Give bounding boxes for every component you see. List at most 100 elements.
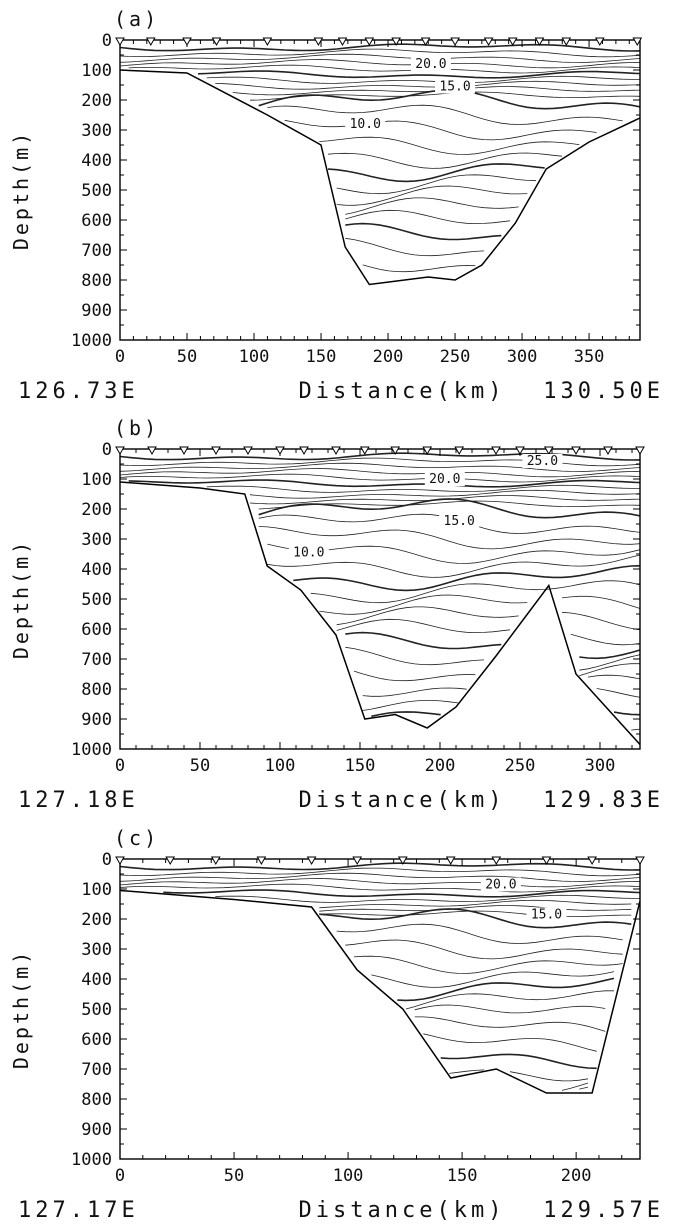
y-tick-label: 100 — [81, 470, 112, 490]
y-tick-label: 1000 — [71, 1150, 112, 1170]
station-marker — [491, 856, 502, 866]
station-marker — [275, 446, 285, 456]
isotherm-contour — [587, 674, 641, 680]
x-axis-title: Distance(km) — [299, 379, 506, 404]
station-marker — [543, 446, 554, 456]
station-marker — [331, 446, 341, 456]
isotherm-contour — [336, 923, 623, 944]
isotherm-contour — [119, 862, 641, 871]
isotherm-contour — [362, 687, 467, 697]
isotherm-contour — [119, 53, 641, 63]
x-tick-label: 200 — [425, 756, 456, 776]
x-axis-title: Distance(km) — [299, 1198, 506, 1223]
x-tick-label: 0 — [115, 1166, 125, 1186]
isotherm-contour — [206, 75, 640, 84]
isotherm-contour — [440, 1053, 597, 1070]
y-tick-label: 500 — [81, 590, 112, 610]
contour-label: 15.0 — [444, 514, 475, 529]
isotherm-contour — [258, 498, 641, 519]
y-tick-label: 500 — [81, 1000, 112, 1020]
isotherm-contour — [345, 197, 519, 215]
isotherm-contour — [570, 633, 641, 646]
isotherm-contour — [449, 1069, 485, 1074]
panel-label: (a) — [114, 7, 159, 31]
contour-label: 10.0 — [350, 117, 381, 132]
isotherm-contour — [353, 955, 623, 974]
contour-label: 25.0 — [527, 454, 558, 469]
isotherm-contour — [414, 1004, 606, 1014]
contour-label-bg — [424, 472, 465, 486]
contour-label: 20.0 — [429, 472, 460, 487]
isotherm-contour — [423, 1033, 597, 1052]
isotherm-contour — [336, 606, 519, 626]
station-marker — [594, 37, 605, 47]
isotherm-contour — [561, 1082, 589, 1091]
isotherm-contour — [345, 939, 623, 960]
panel-a: (a)0 50 100 150 200 250 300 3500100200300400500… — [9, 7, 660, 404]
y-axis-title: Depth(m) — [9, 130, 33, 250]
y-tick-label: 200 — [81, 500, 112, 520]
contour-label-bg — [439, 514, 480, 528]
y-tick-label: 700 — [81, 650, 112, 670]
isotherm-contour — [197, 70, 641, 79]
isotherm-contour — [119, 867, 641, 877]
isotherm-contour — [319, 908, 632, 929]
isotherm-contour — [267, 543, 641, 564]
station-marker — [397, 856, 408, 866]
x-axis-title: Distance(km) — [299, 788, 506, 813]
contour-label-bg — [435, 79, 476, 94]
isotherm-contour — [319, 905, 632, 912]
contour-label-bg — [526, 907, 567, 922]
station-marker — [165, 856, 176, 866]
station-marker — [115, 37, 125, 47]
station-marker — [445, 856, 456, 866]
station-marker — [561, 37, 572, 47]
y-tick-label: 600 — [81, 211, 112, 231]
isotherm-contour — [258, 526, 641, 550]
isotherm-contour — [327, 163, 545, 183]
isotherm-contour — [561, 611, 641, 631]
isotherm-contour — [414, 1016, 606, 1032]
station-marker — [115, 856, 125, 866]
y-tick-label: 200 — [81, 910, 112, 930]
x-axis-left-longitude: 127.18E — [18, 788, 139, 813]
contour-label-bg — [522, 454, 563, 468]
x-tick-label: 150 — [306, 347, 337, 367]
station-marker — [211, 37, 222, 47]
y-tick-label: 900 — [81, 301, 112, 321]
station-marker — [507, 37, 518, 47]
y-tick-label: 800 — [81, 680, 112, 700]
plot-frame — [119, 39, 641, 341]
station-marker — [243, 446, 253, 456]
plot-frame — [119, 448, 641, 750]
x-tick-label: 50 — [224, 1166, 244, 1186]
station-marker — [571, 446, 581, 456]
x-tick-label: 300 — [585, 756, 616, 776]
contour-label-bg — [410, 57, 451, 71]
isotherm-contour — [345, 631, 502, 650]
y-tick-label: 100 — [81, 880, 112, 900]
panel-c: (c)0 50 100 150 2000100200300400500600700800… — [9, 826, 660, 1223]
station-marker — [115, 446, 125, 456]
contour-label-bg — [480, 877, 521, 892]
station-marker — [145, 37, 156, 47]
y-tick-label: 0 — [102, 31, 112, 51]
isotherm-contour — [249, 489, 641, 499]
seafloor-profile — [119, 481, 641, 746]
y-tick-label: 400 — [81, 151, 112, 171]
x-tick-label: 150 — [345, 756, 376, 776]
station-marker — [299, 446, 309, 456]
isotherm-contour — [215, 894, 640, 903]
y-tick-label: 300 — [81, 940, 112, 960]
isotherm-contour — [631, 728, 641, 731]
contour-label: 15.0 — [531, 908, 562, 923]
isotherm-contour — [579, 663, 640, 677]
y-tick-label: 0 — [102, 850, 112, 870]
station-marker — [179, 446, 189, 456]
isotherm-contour — [579, 654, 641, 671]
y-tick-label: 600 — [81, 620, 112, 640]
x-tick-label: 250 — [505, 756, 536, 776]
station-marker — [210, 856, 221, 866]
isotherm-contour — [128, 64, 641, 74]
x-tick-label: 0 — [115, 347, 125, 367]
